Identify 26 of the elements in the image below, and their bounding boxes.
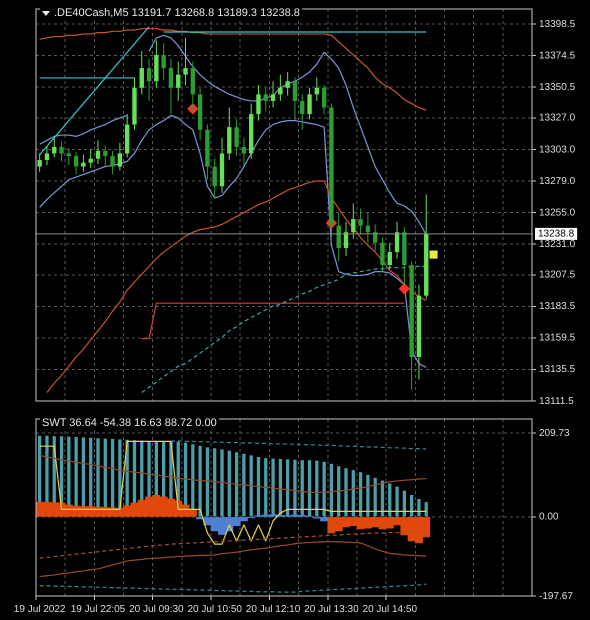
x-tick-label: 20 Jul 10:50: [187, 604, 242, 615]
y-tick-label: 13135.5: [539, 364, 576, 376]
y-tick-label: 13327.0: [539, 112, 576, 124]
chart-title: SWT 36.64 -54.38 16.63 88.72 0.00: [42, 417, 217, 429]
y-tick-label: 13183.5: [539, 301, 576, 312]
y-tick-label: 13374.5: [539, 50, 576, 62]
y-tick-label: 13398.5: [539, 18, 576, 30]
y-tick-label: 209.73: [539, 428, 570, 439]
x-tick-label: 20 Jul 12:10: [246, 604, 301, 615]
x-tick-label: 19 Jul 22:05: [70, 604, 126, 615]
chart-title: .DE40Cash,M5 13191.7 13268.8 13189.3 13238.8: [54, 7, 300, 19]
y-tick-label: 13279.0: [539, 176, 576, 187]
y-tick-label: 13350.5: [539, 82, 576, 93]
y-tick-label: 13255.0: [539, 207, 576, 218]
x-tick-label: 19 Jul 2022: [14, 604, 66, 615]
y-tick-label: 0.00: [539, 512, 559, 523]
y-tick-label: 13159.5: [539, 332, 576, 344]
y-tick-label: 13207.5: [539, 270, 576, 281]
y-tick-label: 13303.0: [539, 144, 576, 156]
x-tick-label: 20 Jul 13:30: [304, 604, 360, 615]
y-tick-label: 13231.0: [539, 238, 576, 250]
y-tick-label: -197.67: [539, 590, 574, 602]
ref-line-label: 13238.8: [538, 228, 575, 240]
x-tick-label: 20 Jul 09:30: [129, 604, 184, 615]
x-tick-label: 20 Jul 14:50: [362, 604, 418, 615]
y-tick-label: 13111.5: [539, 396, 574, 407]
